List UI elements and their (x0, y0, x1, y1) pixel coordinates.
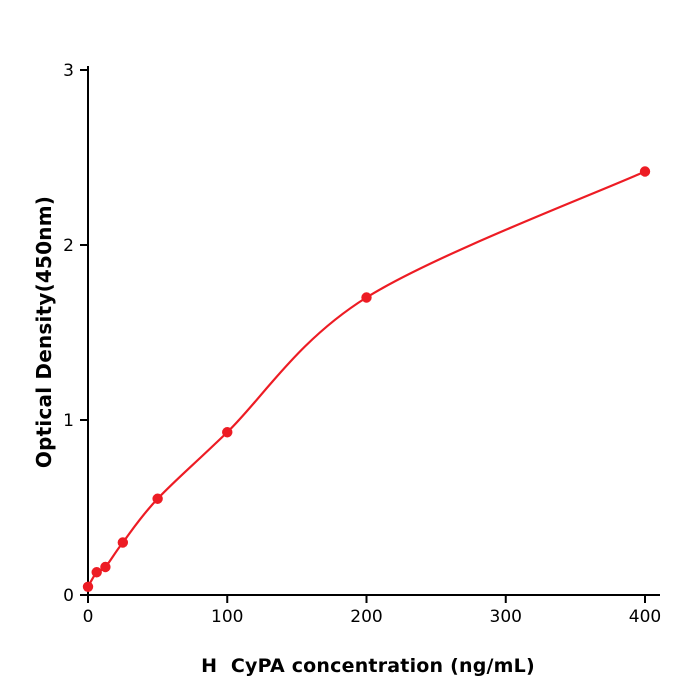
y-tick-label: 2 (63, 236, 74, 256)
x-tick-label: 400 (629, 607, 661, 627)
data-point (117, 537, 129, 548)
data-point (152, 493, 163, 504)
y-tick-label: 1 (63, 411, 74, 431)
x-tick-label: 100 (211, 607, 243, 627)
data-point (82, 581, 94, 592)
x-axis-title: H CyPA concentration (ng/mL) (201, 655, 535, 677)
data-point (100, 561, 111, 573)
data-point (361, 292, 372, 303)
x-tick-label: 300 (490, 607, 522, 627)
x-tick-label: 0 (83, 607, 94, 627)
data-point (222, 427, 233, 438)
data-point (91, 567, 102, 578)
y-axis-title: Optical Density(450nm) (32, 195, 56, 469)
data-point (639, 166, 651, 177)
x-tick-label: 200 (350, 607, 382, 627)
y-tick-label: 0 (63, 586, 74, 606)
y-tick-label: 3 (63, 61, 74, 81)
fit-curve (86, 170, 647, 588)
